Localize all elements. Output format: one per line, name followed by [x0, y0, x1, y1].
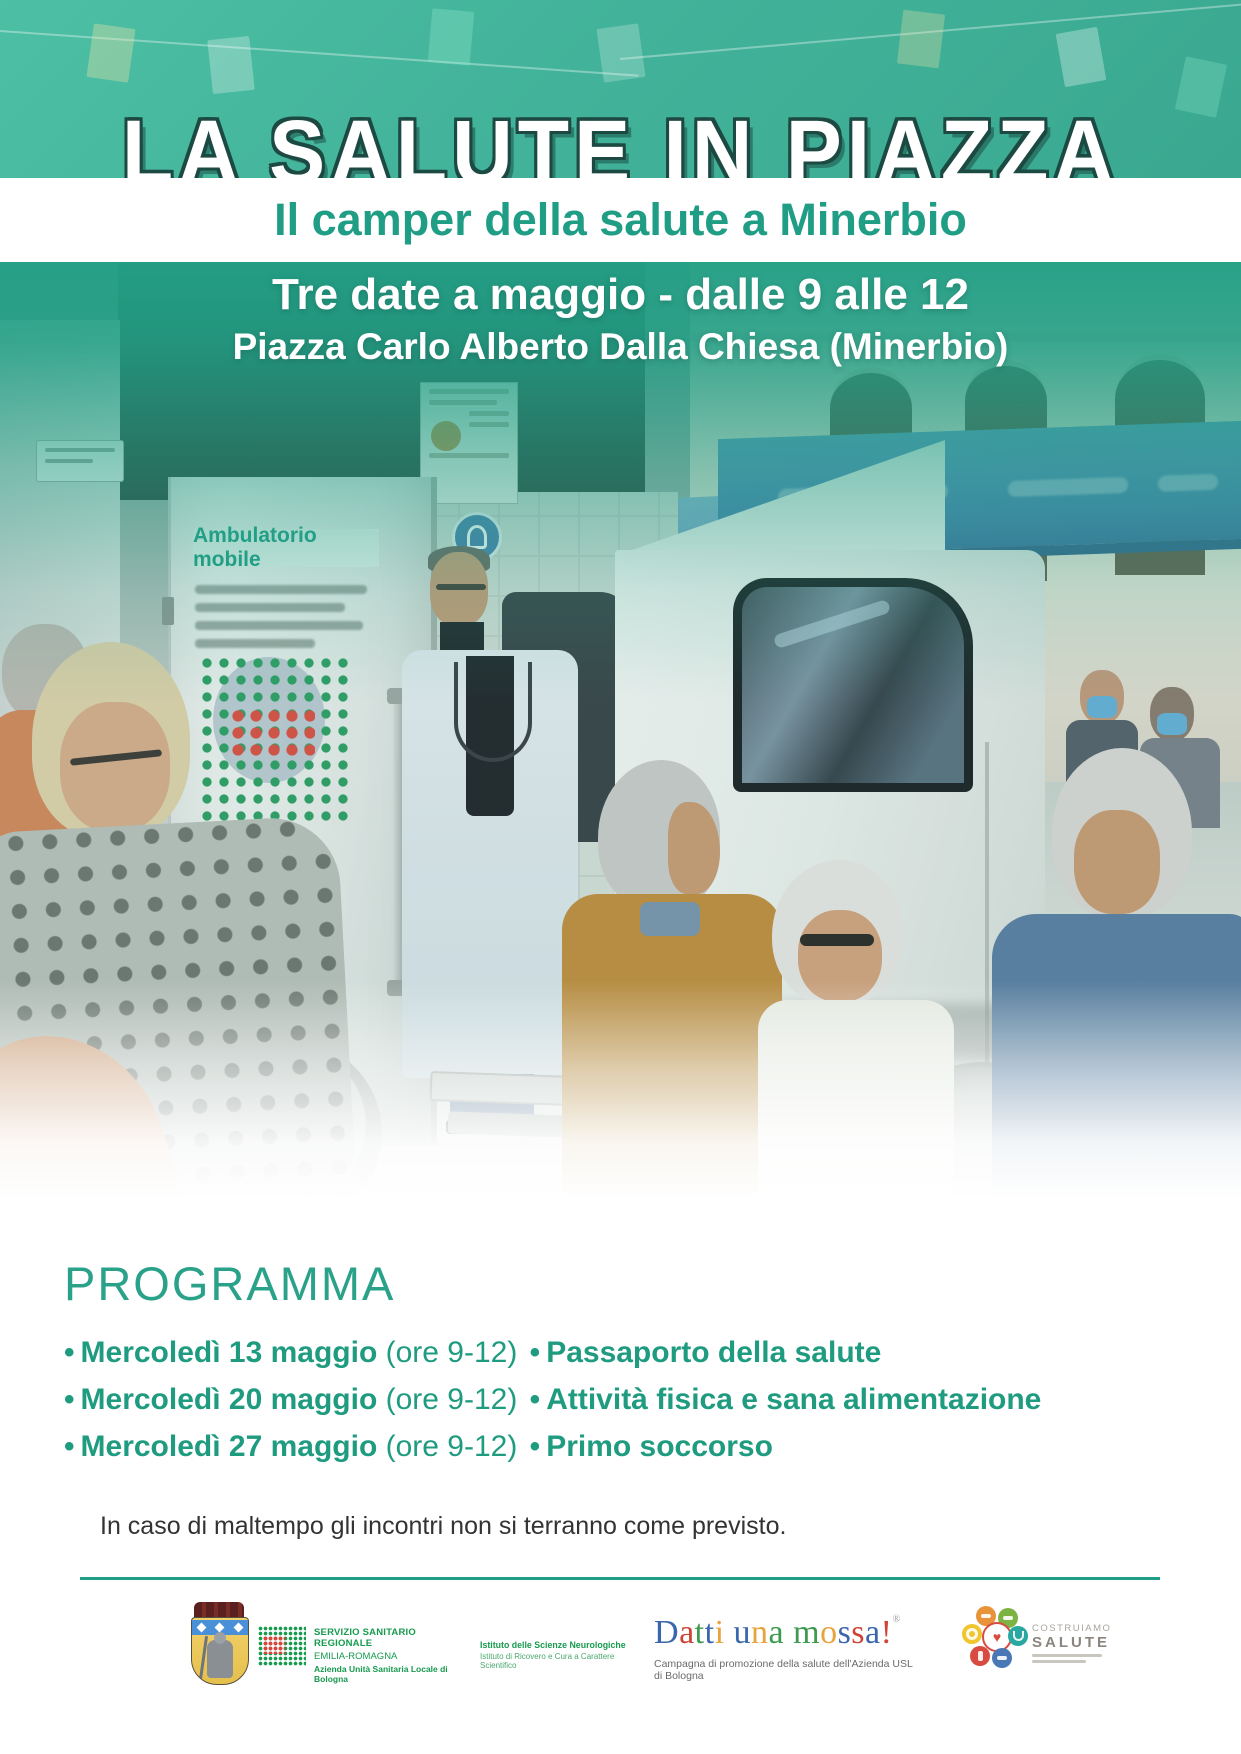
shield-chief-band [192, 1620, 248, 1635]
bullet: • [64, 1383, 75, 1416]
ssr-line1: SERVIZIO SANITARIO REGIONALE [314, 1627, 416, 1649]
red-dots [229, 707, 315, 759]
program-date: Mercoledì 13 maggio [80, 1336, 378, 1369]
program-activity: Primo soccorso [546, 1430, 773, 1463]
bullet: • [529, 1336, 541, 1369]
woman-blonde-face [60, 702, 170, 832]
istituto-line2: Istituto di Ricovero e Cura a Carattere … [480, 1652, 615, 1670]
banner-line2: Piazza Carlo Alberto Dalla Chiesa (Miner… [232, 326, 1009, 367]
ssr-text-block: SERVIZIO SANITARIO REGIONALE EMILIA-ROMA… [314, 1627, 466, 1684]
program-item: • Mercoledì 20 maggio (ore 9-12) • Attivit… [64, 1376, 1241, 1423]
dates-banner: Tre date a maggio - dalle 9 alle 12 Piaz… [0, 270, 1241, 368]
costruiamo-salute-logo: ♥ COSTRUIAMO SALUTE [962, 1606, 1111, 1670]
stethoscope-icon [454, 662, 532, 762]
face-mask-icon [1156, 712, 1188, 735]
istituto-text-block: Istituto delle Scienze Neurologiche Isti… [480, 1640, 632, 1670]
wordmark-letter: a [679, 1614, 695, 1651]
man-denim-collar [640, 902, 700, 936]
wordmark-letter: a [865, 1614, 881, 1651]
program-date: Mercoledì 20 maggio [80, 1383, 378, 1416]
wordmark-letter: t [694, 1614, 705, 1651]
fleur-de-lis-icon [196, 1622, 207, 1633]
datti-subtitle: Campagna di promozione della salute dell… [654, 1658, 913, 1682]
family-circle-icon [976, 1606, 996, 1626]
wordmark-letter: t [704, 1614, 715, 1651]
wordmark-letter: n [751, 1614, 769, 1651]
poster-title: LA SALUTE IN PIAZZA [121, 101, 1120, 178]
mural-crown-icon [194, 1602, 244, 1618]
fleur-de-lis-icon [233, 1622, 244, 1633]
weather-note: In caso di maltempo gli incontri non si … [100, 1512, 787, 1540]
ausl-red-dots [263, 1636, 285, 1654]
bunting-flag [427, 8, 475, 66]
costruiamo-text: COSTRUIAMO SALUTE [1032, 1623, 1111, 1663]
footer-divider [80, 1577, 1160, 1580]
bunting-flag [86, 23, 136, 83]
wordmark-letter: ! [880, 1614, 893, 1651]
white-fade-overlay [0, 980, 1241, 1230]
bunting-flag [1055, 26, 1107, 88]
poster-subtitle: Il camper della salute a Minerbio [274, 194, 967, 245]
bullet: • [64, 1430, 75, 1463]
program-list: • Mercoledì 13 maggio (ore 9-12) • Passapo… [64, 1329, 1241, 1470]
ssr-line2: EMILIA-ROMAGNA [314, 1651, 398, 1662]
wordmark-letter: o [820, 1614, 838, 1651]
banner-line1: Tre date a maggio - dalle 9 alle 12 [272, 270, 969, 319]
shield-icon [191, 1617, 249, 1685]
header-banner: LA SALUTE IN PIAZZA [0, 0, 1241, 178]
program-time: (ore 9-12) [385, 1430, 518, 1463]
subtitle-band: Il camper della salute a Minerbio [0, 178, 1241, 262]
costruiamo-caption-line [1032, 1660, 1086, 1663]
man-profile-face [668, 802, 720, 894]
wordmark-letter: m [793, 1614, 821, 1651]
program-date: Mercoledì 27 maggio [80, 1430, 378, 1463]
man-right-face [1074, 810, 1160, 914]
program-activity: Passaporto della salute [546, 1336, 882, 1369]
program-time: (ore 9-12) [385, 1336, 518, 1369]
program-item: • Mercoledì 27 maggio (ore 9-12) • Primo s… [64, 1423, 1241, 1470]
wordmark-letter: a [768, 1614, 785, 1651]
teal-gradient-overlay [0, 262, 1241, 702]
bunting-flag [207, 35, 255, 95]
footer-logos: SERVIZIO SANITARIO REGIONALE EMILIA-ROMA… [188, 1600, 1241, 1730]
bullet: • [529, 1430, 541, 1463]
ring-circle-icon [962, 1624, 982, 1644]
minerbio-coat-of-arms-logo [188, 1602, 252, 1686]
bullet: • [529, 1383, 541, 1416]
program-activity: Attività fisica e sana alimentazione [546, 1383, 1042, 1416]
program-heading: PROGRAMMA [64, 1257, 396, 1310]
wordmark-letter: s [837, 1614, 852, 1651]
program-section: PROGRAMMA • Mercoledì 13 maggio (ore 9-12… [0, 1230, 1241, 1470]
elderly-woman-sunglasses [800, 934, 874, 946]
wordmark-letter: D [654, 1614, 680, 1651]
costruiamo-line1: COSTRUIAMO [1032, 1623, 1112, 1634]
wordmark-letter: s [851, 1614, 866, 1651]
circle-cluster: ♥ [962, 1606, 1028, 1670]
bullet: • [64, 1336, 75, 1369]
person-circle-icon [970, 1646, 990, 1666]
costruiamo-line2: SALUTE [1032, 1634, 1110, 1651]
bunting-flag [896, 9, 946, 69]
program-item: • Mercoledì 13 maggio (ore 9-12) • Passapo… [64, 1329, 1241, 1376]
datti-una-mossa-logo: Datti una mossa!® Campagna di promozione… [654, 1614, 914, 1682]
datti-una-mossa-wordmark: Datti una mossa!® [654, 1614, 914, 1652]
wordmark-letter: i [714, 1614, 725, 1651]
group-circle-icon [992, 1648, 1012, 1668]
fleur-de-lis-icon [215, 1622, 225, 1633]
stethoscope-circle-icon [1008, 1626, 1028, 1646]
ssr-line3: Azienda Unità Sanitaria Locale di Bologn… [314, 1664, 448, 1684]
photo-camper-scene: Ambulatorio mobile [0, 262, 1241, 1230]
wordmark-letter: u [733, 1614, 752, 1651]
costruiamo-caption-line [1032, 1654, 1102, 1657]
istituto-line1: Istituto delle Scienze Neurologiche [480, 1640, 626, 1650]
ausl-dot-matrix-logo [258, 1626, 306, 1666]
registered-mark: ® [892, 1614, 901, 1625]
program-time: (ore 9-12) [385, 1383, 518, 1416]
bunting-flag [596, 23, 646, 83]
warrior-figure-icon [207, 1632, 233, 1678]
